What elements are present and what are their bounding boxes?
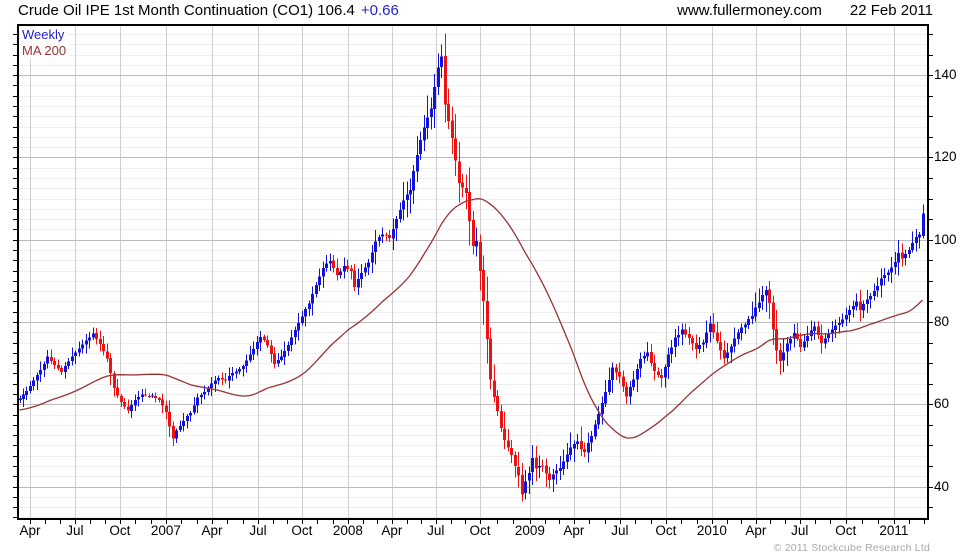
- website-text: www.fullermoney.com: [677, 2, 822, 19]
- chart-legend: Weekly MA 200: [21, 27, 70, 59]
- chart-change-value: +0.66: [360, 2, 399, 19]
- chart-title-text: Crude Oil IPE 1st Month Continuation (CO…: [18, 2, 355, 19]
- chart-header: Crude Oil IPE 1st Month Continuation (CO…: [18, 2, 933, 19]
- chart-date: 22 Feb 2011: [849, 2, 933, 19]
- header-right: www.fullermoney.com 22 Feb 2011: [677, 2, 933, 19]
- copyright-notice: © 2011 Stockcube Research Ltd: [773, 542, 930, 554]
- legend-weekly-label: Weekly: [21, 27, 68, 43]
- chart-title: Crude Oil IPE 1st Month Continuation (CO…: [18, 2, 399, 19]
- legend-ma-label: MA 200: [21, 43, 70, 59]
